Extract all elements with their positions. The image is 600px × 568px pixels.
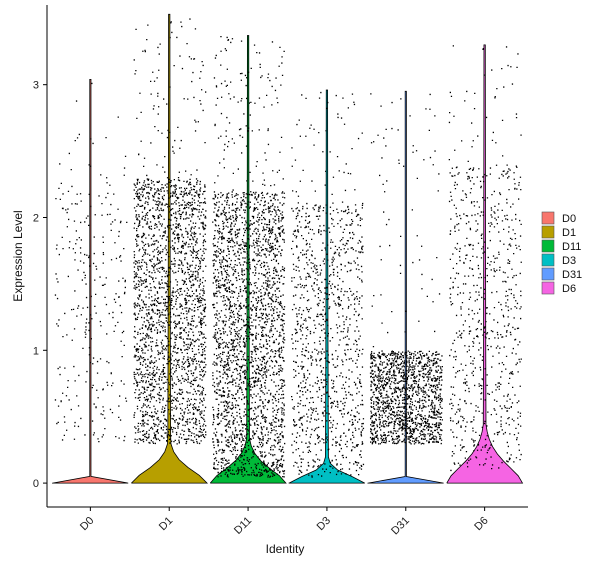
y-axis-title: Expression Level <box>11 210 25 301</box>
y-tick-label: 0 <box>33 478 39 490</box>
violin-d1 <box>130 13 209 484</box>
x-tick-label: D11 <box>232 515 254 537</box>
legend-label-d11: D11 <box>562 241 581 253</box>
legend-swatch-d3 <box>541 253 555 267</box>
x-tick-label: D31 <box>389 515 412 538</box>
legend-label-d0: D0 <box>562 213 576 225</box>
x-axis-ticks: D0 D1 D11 D3 D31 D6 <box>78 507 491 537</box>
legend-swatch-d0 <box>541 211 555 225</box>
y-tick-label: 1 <box>33 345 39 357</box>
x-tick-label: D0 <box>78 515 96 533</box>
x-tick-label: D1 <box>157 515 175 533</box>
legend-swatch-d11 <box>541 239 555 253</box>
y-axis-ticks: 0 1 2 3 <box>33 80 47 490</box>
legend-swatch-d1 <box>541 225 555 239</box>
y-tick-label: 2 <box>33 212 39 224</box>
legend-label-d31: D31 <box>562 269 582 281</box>
legend-swatch-d6 <box>541 281 555 295</box>
jitter-points-layer <box>54 18 522 478</box>
legend: D0 D1 D11 D3 D31 D6 <box>541 211 582 295</box>
legend-swatch-d31 <box>541 267 555 281</box>
legend-label-d3: D3 <box>562 255 576 267</box>
points-d1 <box>133 18 207 445</box>
violin-layer <box>52 13 524 484</box>
legend-label-d6: D6 <box>562 283 576 295</box>
x-tick-label: D3 <box>315 515 333 533</box>
violin-d3 <box>288 89 365 484</box>
legend-label-d1: D1 <box>562 227 576 239</box>
points-d6 <box>448 45 522 472</box>
points-d31 <box>369 93 443 445</box>
x-tick-label: D6 <box>472 515 490 533</box>
y-tick-label: 3 <box>33 80 39 92</box>
violin-d0 <box>52 78 129 484</box>
violin-d6 <box>446 44 524 484</box>
x-axis-title: Identity <box>266 542 305 556</box>
